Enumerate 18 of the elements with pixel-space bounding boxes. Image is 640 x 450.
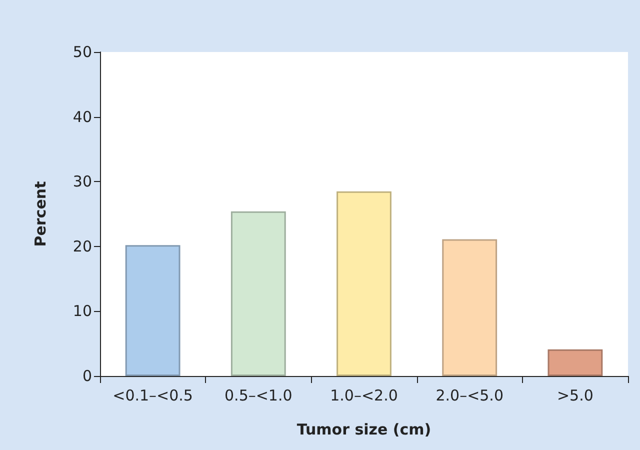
x-tick-label: 2.0–<5.0 [436,386,504,404]
y-tick-label: 40 [72,108,92,126]
y-tick-label: 50 [72,43,92,61]
bar [125,245,180,376]
y-tick-label: 10 [72,302,92,320]
y-axis-title: Percent [32,181,50,247]
bar [230,211,286,376]
x-axis-title: Tumor size (cm) [296,420,432,438]
y-tick-label: 20 [72,237,92,256]
y-tick-label: 30 [72,172,92,191]
x-tick-label: 0.5–<1.0 [224,386,292,404]
x-tick-label: <0.1–<0.5 [112,386,193,404]
bar [442,239,498,376]
bar [336,191,392,376]
bar [548,349,603,376]
x-tick-label: 1.0–<2.0 [330,386,398,404]
y-tick-label: 0 [82,367,92,385]
x-tick-label: >5.0 [556,386,594,404]
